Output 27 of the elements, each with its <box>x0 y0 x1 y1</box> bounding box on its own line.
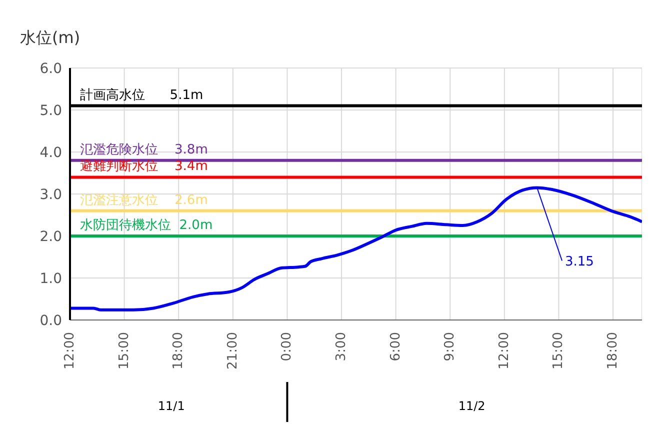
x-tick-label: 0:00 <box>280 332 295 362</box>
x-tick-label: 12:00 <box>496 332 512 370</box>
y-tick-label: 1.0 <box>40 270 62 287</box>
x-tick-label: 15:00 <box>551 332 566 370</box>
x-tick-label: 9:00 <box>442 332 458 362</box>
x-tick-label: 6:00 <box>388 332 404 362</box>
ref-line-label: 水防団待機水位 2.0m <box>80 218 213 233</box>
y-tick-label: 2.0 <box>40 228 62 245</box>
x2-tick-label: 11/1 <box>158 399 185 413</box>
y-tick-label: 4.0 <box>40 144 62 161</box>
y-tick-label: 5.0 <box>40 102 62 119</box>
x-tick-label: 21:00 <box>225 332 240 370</box>
y-tick-label: 3.0 <box>40 186 62 203</box>
x-tick-label: 18:00 <box>606 332 621 370</box>
ref-line-label: 避難判断水位 3.4m <box>80 159 208 174</box>
y-tick-label: 6.0 <box>40 60 62 77</box>
x-tick-label: 12:00 <box>62 332 78 370</box>
x-tick-label: 18:00 <box>171 332 186 370</box>
x-tick-label: 3:00 <box>334 332 350 362</box>
y-tick-label: 0.0 <box>40 312 62 329</box>
ref-line-label: 計画高水位 5.1m <box>80 86 204 103</box>
x-tick-label: 15:00 <box>116 332 132 370</box>
x2-tick-label: 11/2 <box>458 399 486 413</box>
annotation: 3.15 <box>565 254 594 270</box>
y-axis-title: 水位(m) <box>20 28 80 49</box>
ref-line-label: 氾濫注意水位 2.6m <box>80 192 208 208</box>
ref-line-label: 氾濫危険水位 3.8m <box>80 142 208 158</box>
